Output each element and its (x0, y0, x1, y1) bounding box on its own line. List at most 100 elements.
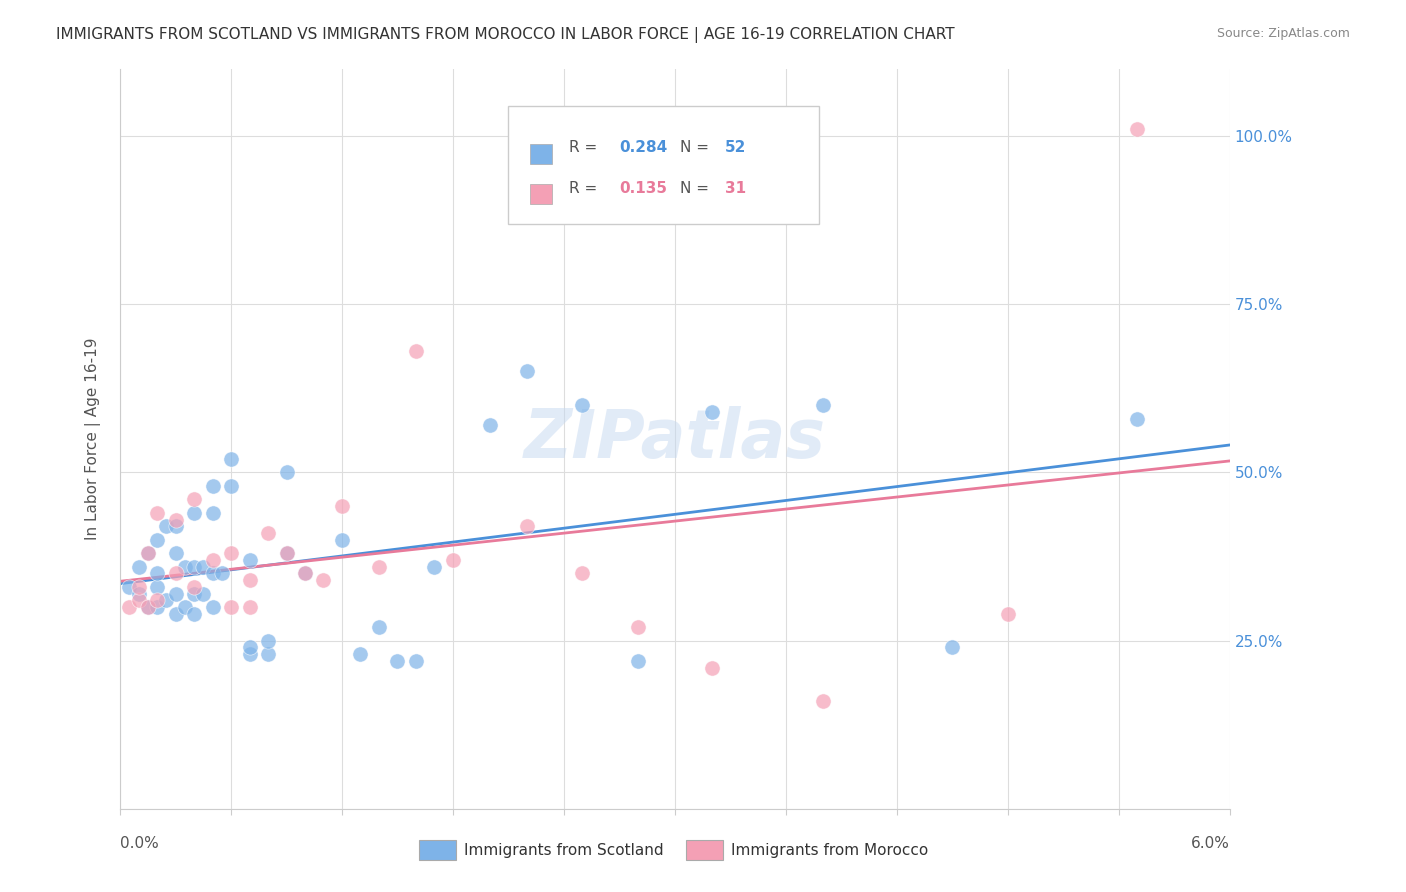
Point (219, 452, 242, 467)
Point (128, 580, 150, 594)
Point (165, 607, 187, 621)
Point (201, 506, 224, 520)
Point (201, 600, 224, 615)
Point (183, 580, 205, 594)
Point (330, 533, 353, 547)
Point (118, 580, 141, 594)
Point (128, 586, 150, 600)
Point (368, 559, 391, 574)
Point (312, 573, 335, 587)
Text: 6.0%: 6.0% (1191, 836, 1230, 851)
Point (193, 559, 215, 574)
Point (516, 364, 538, 378)
Point (165, 546, 187, 560)
Point (155, 593, 177, 607)
Point (128, 559, 150, 574)
Point (136, 600, 159, 615)
Text: N =: N = (681, 181, 714, 196)
Text: Immigrants from Morocco: Immigrants from Morocco (731, 843, 928, 857)
Text: Source: ZipAtlas.com: Source: ZipAtlas.com (1216, 27, 1350, 40)
Point (423, 559, 446, 574)
Point (1126, 122, 1149, 136)
Point (571, 566, 593, 581)
Point (330, 499, 353, 513)
Point (997, 607, 1019, 621)
Text: IMMIGRANTS FROM SCOTLAND VS IMMIGRANTS FROM MOROCCO IN LABOR FORCE | AGE 16-19 C: IMMIGRANTS FROM SCOTLAND VS IMMIGRANTS F… (56, 27, 955, 43)
Point (146, 506, 169, 520)
Point (627, 620, 650, 634)
Text: Immigrants from Scotland: Immigrants from Scotland (464, 843, 664, 857)
Point (155, 519, 177, 533)
Text: 0.284: 0.284 (620, 140, 668, 155)
Point (193, 586, 215, 600)
Point (219, 546, 242, 560)
Point (219, 479, 242, 493)
Text: 52: 52 (725, 140, 747, 155)
Point (700, 660, 723, 674)
Point (627, 654, 650, 668)
Text: ZIPatlas: ZIPatlas (524, 406, 825, 472)
Point (1126, 411, 1149, 425)
Text: N =: N = (681, 140, 714, 155)
Text: R =: R = (569, 140, 603, 155)
Point (276, 546, 298, 560)
Point (183, 506, 205, 520)
Point (219, 600, 242, 615)
FancyBboxPatch shape (530, 184, 551, 204)
FancyBboxPatch shape (509, 105, 820, 224)
Point (238, 600, 260, 615)
Point (441, 553, 464, 567)
Point (211, 566, 233, 581)
Point (136, 546, 159, 560)
Point (165, 512, 187, 526)
Point (294, 566, 316, 581)
Point (146, 600, 169, 615)
Point (238, 640, 260, 655)
Point (257, 526, 280, 541)
Point (165, 519, 187, 533)
Text: R =: R = (569, 181, 603, 196)
Point (183, 559, 205, 574)
Point (201, 553, 224, 567)
Point (387, 654, 409, 668)
Point (146, 580, 169, 594)
Point (478, 418, 501, 433)
Point (811, 694, 834, 708)
Point (516, 519, 538, 533)
Point (183, 492, 205, 507)
Point (201, 479, 224, 493)
Point (146, 533, 169, 547)
Point (165, 566, 187, 581)
Point (183, 607, 205, 621)
Point (294, 566, 316, 581)
Point (257, 633, 280, 648)
Point (146, 593, 169, 607)
Point (405, 344, 427, 359)
Point (128, 593, 150, 607)
Point (165, 586, 187, 600)
FancyBboxPatch shape (530, 144, 551, 164)
Point (173, 559, 195, 574)
Point (941, 640, 963, 655)
Point (811, 398, 834, 412)
Point (276, 546, 298, 560)
Text: 31: 31 (725, 181, 747, 196)
Point (405, 654, 427, 668)
Point (257, 647, 280, 661)
Point (136, 600, 159, 615)
Point (201, 566, 224, 581)
Point (183, 586, 205, 600)
Point (136, 546, 159, 560)
Text: 0.135: 0.135 (620, 181, 668, 196)
Point (349, 647, 371, 661)
Point (118, 600, 141, 615)
Point (173, 600, 195, 615)
Point (276, 466, 298, 480)
Text: 0.0%: 0.0% (120, 836, 159, 851)
Point (238, 573, 260, 587)
Point (238, 647, 260, 661)
Point (368, 620, 391, 634)
Point (700, 405, 723, 419)
Point (571, 398, 593, 412)
Point (238, 553, 260, 567)
